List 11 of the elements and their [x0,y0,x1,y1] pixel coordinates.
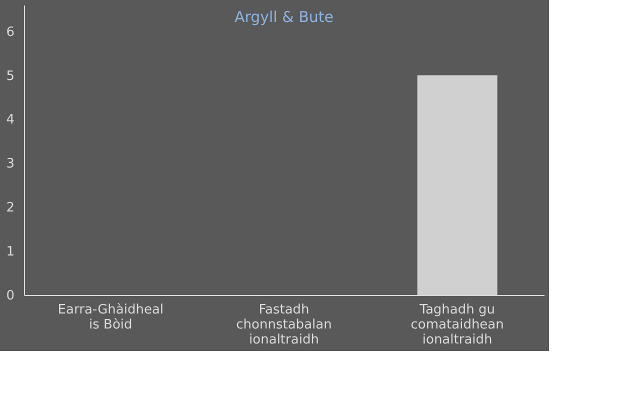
y-tick-label: 1 [6,244,14,260]
y-tick-label: 0 [6,288,14,304]
y-tick-label: 4 [6,112,14,128]
x-tick-label: Fastadh chonnstabalan ionaltraidh [236,302,332,348]
y-tick-label: 3 [6,156,14,172]
x-tick-label: Earra-Ghàidheal is Bòid [58,302,164,332]
chart-title: Argyll & Bute [234,8,334,26]
y-tick-label: 6 [6,24,14,40]
y-tick-label: 2 [6,200,14,216]
y-tick-label: 5 [6,68,14,84]
x-tick-label: Taghadh gu comataidhean ionaltraidh [410,302,504,348]
